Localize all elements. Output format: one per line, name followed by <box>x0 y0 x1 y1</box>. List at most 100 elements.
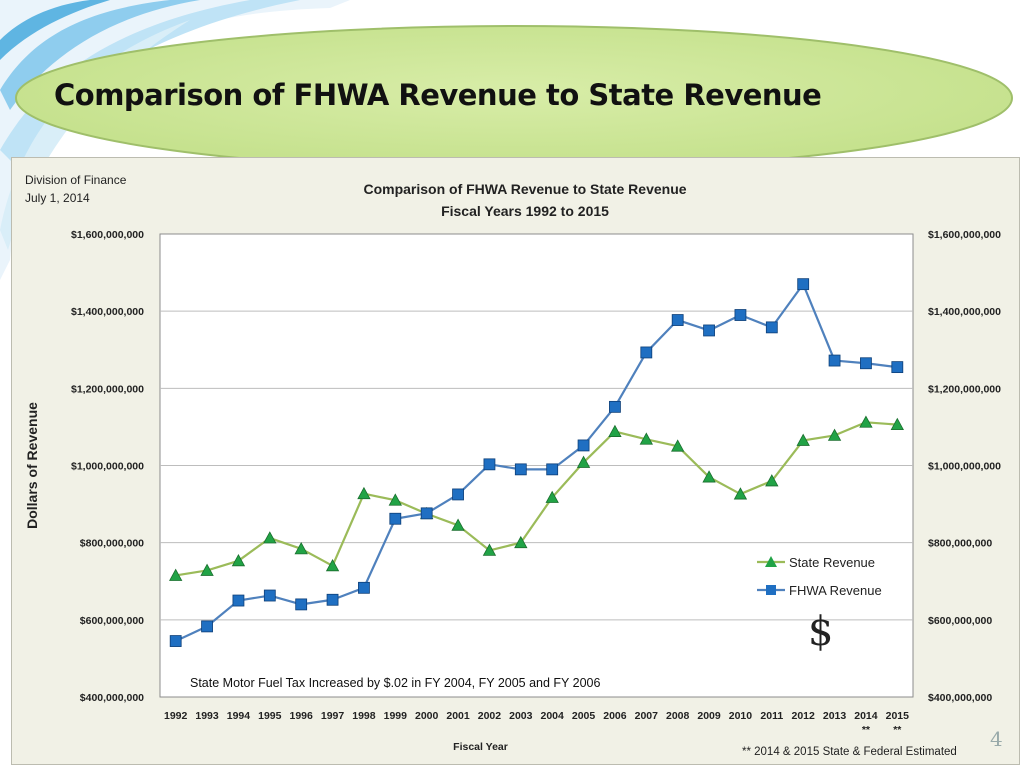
y-tick-label-right: $1,000,000,000 <box>928 461 1001 473</box>
state-revenue-point <box>796 433 810 446</box>
y-tick-label-right: $800,000,000 <box>928 538 992 550</box>
fhwa-revenue-point <box>263 589 276 602</box>
chart-subtitle: Fiscal Years 1992 to 2015 <box>441 203 609 219</box>
x-tick-label: 1994 <box>227 710 251 722</box>
state-revenue-point <box>608 424 622 437</box>
x-tick-label: 1992 <box>164 710 188 722</box>
x-tick-label: 2010 <box>729 710 753 722</box>
y-tick-label-left: $1,400,000,000 <box>71 306 144 318</box>
fhwa-revenue-point <box>577 439 590 452</box>
y-tick-label-left: $400,000,000 <box>80 692 144 704</box>
state-revenue-point <box>890 417 904 431</box>
state-revenue-point <box>200 563 214 576</box>
legend-marker-square <box>766 585 776 595</box>
state-revenue-point <box>859 415 873 428</box>
x-tick-label: 1996 <box>290 710 314 722</box>
state-revenue-point <box>357 486 371 500</box>
legend-label: FHWA Revenue <box>789 583 882 598</box>
state-revenue-point <box>388 493 402 506</box>
y-tick-label-left: $800,000,000 <box>80 538 144 550</box>
legend-marker-triangle <box>765 556 777 567</box>
fhwa-revenue-point <box>295 598 308 611</box>
fhwa-revenue-point <box>169 635 182 647</box>
x-tick-label: 2004 <box>541 710 565 722</box>
x-tick-label: 2012 <box>792 710 816 722</box>
state-revenue-point <box>514 535 528 549</box>
fhwa-revenue-point <box>546 463 559 476</box>
y-tick-label-left: $1,000,000,000 <box>71 461 144 473</box>
fhwa-revenue-point <box>828 354 841 367</box>
fhwa-revenue-point <box>326 593 339 606</box>
chart-title-block: Comparison of FHWA Revenue to State Reve… <box>260 178 790 222</box>
fhwa-revenue-point <box>452 488 464 501</box>
fhwa-revenue-point <box>671 314 684 326</box>
fhwa-revenue-point <box>860 357 872 370</box>
x-tick-label: 2008 <box>666 710 690 722</box>
state-revenue-point <box>169 568 183 581</box>
x-tick-label: 2013 <box>823 710 847 722</box>
state-revenue-point <box>733 487 748 500</box>
report-date: July 1, 2014 <box>25 191 90 205</box>
state-revenue-point <box>294 542 308 555</box>
state-revenue-point <box>482 543 497 556</box>
fhwa-revenue-point <box>358 581 370 594</box>
slide-title: Comparison of FHWA Revenue to State Reve… <box>54 78 822 112</box>
state-revenue-point <box>671 439 685 452</box>
state-revenue-point <box>765 474 779 487</box>
fhwa-revenue-point <box>420 507 433 520</box>
fhwa-revenue-point <box>201 620 213 633</box>
y-tick-label-left: $1,200,000,000 <box>71 383 144 395</box>
fhwa-revenue-point <box>797 278 810 291</box>
page-number: 4 <box>990 727 1003 751</box>
x-axis-title: Fiscal Year <box>453 741 508 753</box>
state-revenue-point <box>231 553 246 567</box>
fhwa-revenue-point <box>389 512 402 525</box>
state-revenue-point <box>263 531 277 544</box>
y-tick-label-right: $1,600,000,000 <box>928 229 1001 241</box>
state-revenue-point <box>576 455 591 468</box>
fhwa-revenue-point <box>640 346 653 359</box>
fhwa-revenue-point <box>765 321 778 334</box>
fhwa-revenue-point <box>703 324 715 337</box>
fhwa-revenue-point <box>232 594 245 607</box>
x-tick-label: 2001 <box>446 710 470 722</box>
x-tick-label: 2000 <box>415 710 439 722</box>
x-tick-label: 2009 <box>697 710 721 722</box>
y-tick-label-left: $600,000,000 <box>80 615 144 627</box>
state-revenue-point <box>827 428 842 441</box>
x-tick-label: 2006 <box>603 710 627 722</box>
y-tick-label-left: $1,600,000,000 <box>71 229 144 241</box>
chart-annotation: State Motor Fuel Tax Increased by $.02 i… <box>190 676 600 690</box>
dollar-sign-icon: $ <box>808 609 833 655</box>
state-revenue-point <box>545 490 559 503</box>
x-tick-label: 1993 <box>195 710 219 722</box>
y-tick-label-right: $600,000,000 <box>928 615 992 627</box>
x-tick-label: 2002 <box>478 710 502 722</box>
legend-label: State Revenue <box>789 555 875 570</box>
x-tick-label: 2014 <box>854 710 878 722</box>
x-tick-label: 2005 <box>572 710 596 722</box>
x-tick-label: 1995 <box>258 710 282 722</box>
state-revenue-point <box>451 518 465 531</box>
state-revenue-point <box>639 432 653 445</box>
x-tick-label: 2003 <box>509 710 533 722</box>
y-tick-label-right: $400,000,000 <box>928 692 992 704</box>
y-tick-label-right: $1,400,000,000 <box>928 306 1001 318</box>
x-tick-label: 1999 <box>384 710 408 722</box>
x-tick-label: 1997 <box>321 710 345 722</box>
division-note: Division of Finance July 1, 2014 <box>25 171 126 207</box>
estimate-marker: ** <box>862 724 871 736</box>
chart-footnote: ** 2014 & 2015 State & Federal Estimated <box>742 746 957 758</box>
fhwa-revenue-point <box>609 400 621 413</box>
series-line-0 <box>175 421 898 577</box>
x-tick-label: 1998 <box>352 710 376 722</box>
x-tick-label: 2015 <box>886 710 910 722</box>
fhwa-revenue-point <box>734 309 747 321</box>
fhwa-revenue-point <box>514 463 527 476</box>
state-revenue-point <box>702 470 716 483</box>
chart-title: Comparison of FHWA Revenue to State Reve… <box>363 181 687 197</box>
y-tick-label-right: $1,200,000,000 <box>928 383 1001 395</box>
y-axis-title: Dollars of Revenue <box>24 402 40 529</box>
division-name: Division of Finance <box>25 173 127 187</box>
